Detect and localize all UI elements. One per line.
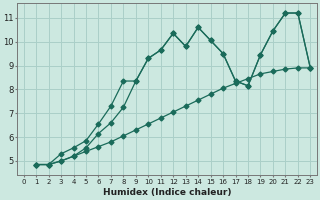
X-axis label: Humidex (Indice chaleur): Humidex (Indice chaleur) bbox=[103, 188, 231, 197]
